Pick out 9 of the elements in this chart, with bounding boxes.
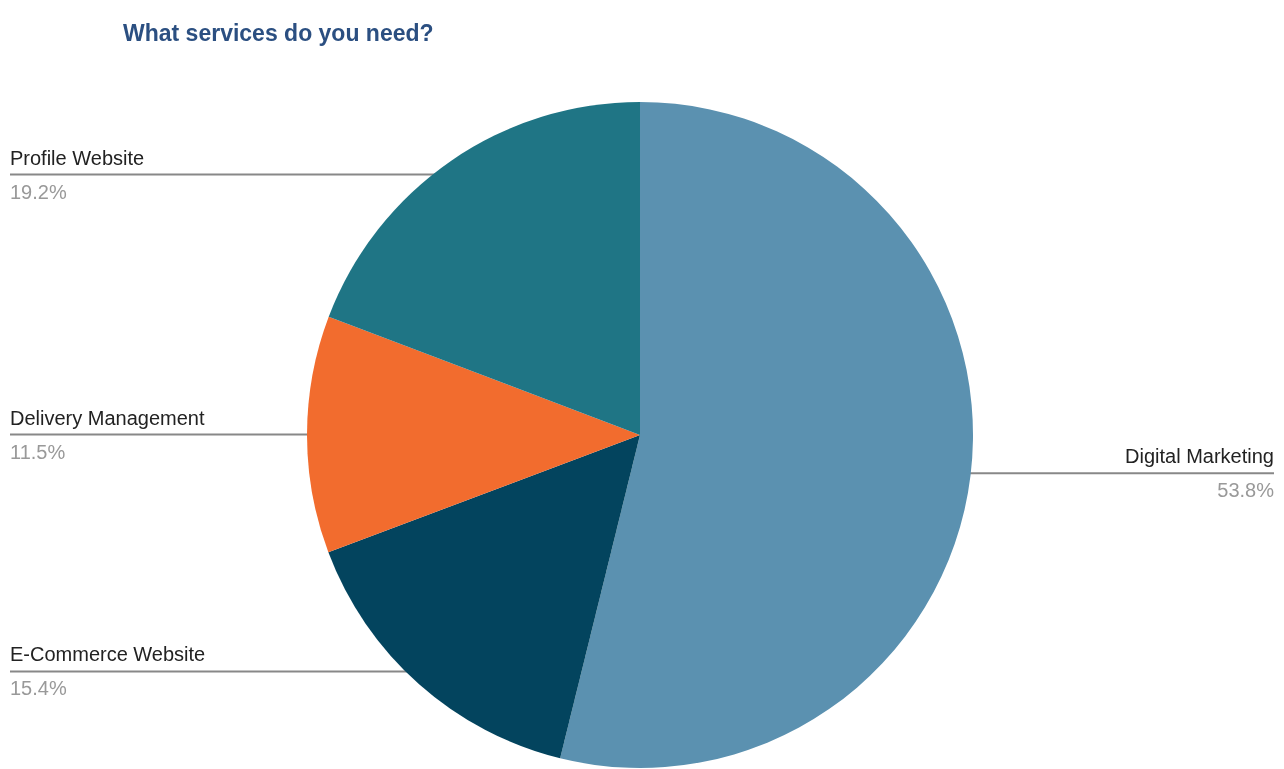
data-label: 53.8%: [1217, 479, 1275, 502]
data-label: 15.4%: [10, 677, 67, 700]
data-label: 19.2%: [10, 180, 67, 203]
slice-label: E-Commerce Website: [10, 643, 206, 666]
slice-label: Digital Marketing: [1125, 445, 1274, 468]
slice-label: Delivery Management: [10, 406, 205, 429]
chart-title: What services do you need?: [123, 19, 434, 46]
slice-label: Profile Website: [10, 146, 145, 169]
data-label: 11.5%: [10, 440, 66, 463]
